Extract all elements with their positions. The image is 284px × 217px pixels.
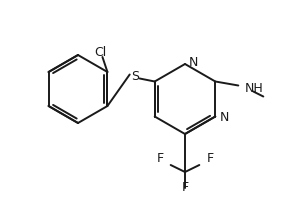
Text: N: N (219, 111, 229, 124)
Text: Cl: Cl (94, 46, 106, 59)
Text: NH: NH (244, 82, 263, 95)
Text: F: F (181, 181, 189, 194)
Text: S: S (131, 70, 139, 83)
Text: F: F (156, 153, 164, 166)
Text: N: N (189, 56, 199, 69)
Text: F: F (206, 153, 214, 166)
